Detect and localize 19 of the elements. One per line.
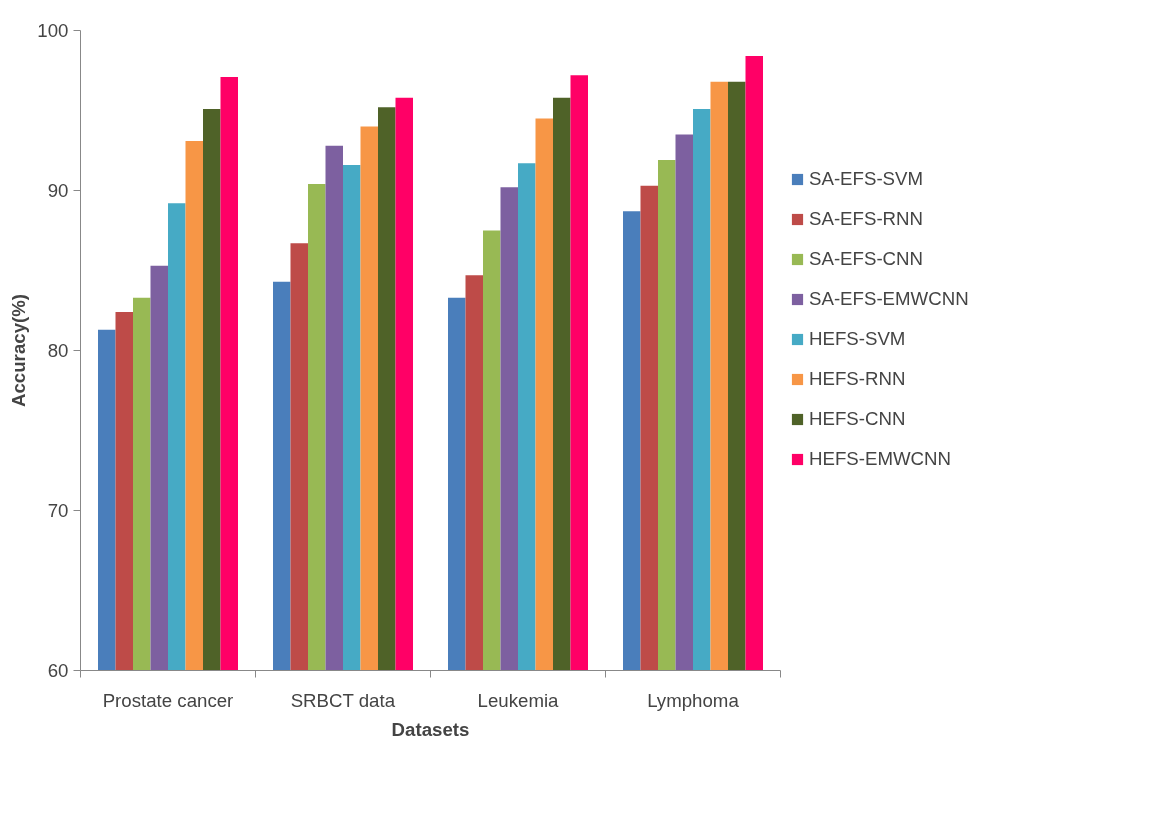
y-axis-title: Accuracy(%) xyxy=(8,293,30,408)
y-tick-label: 60 xyxy=(47,660,69,681)
legend-label: HEFS-SVM xyxy=(809,328,906,350)
x-axis-title: Datasets xyxy=(391,718,470,740)
x-tick-label: Prostate cancer xyxy=(102,689,234,711)
y-tick-label: 90 xyxy=(47,180,69,201)
legend-label: SA-EFS-SVM xyxy=(809,168,924,190)
y-tick-label: 100 xyxy=(37,20,69,41)
legend-label: HEFS-CNN xyxy=(809,408,906,430)
y-tick-label: 70 xyxy=(47,500,69,521)
legend-label: SA-EFS-RNN xyxy=(809,208,924,230)
legend-label: SA-EFS-EMWCNN xyxy=(809,288,969,310)
x-tick-label: Leukemia xyxy=(477,689,560,711)
x-tick-label: SRBCT data xyxy=(290,689,396,711)
legend-label: SA-EFS-CNN xyxy=(809,248,924,270)
legend-label: HEFS-RNN xyxy=(809,368,906,390)
x-tick-label: Lymphoma xyxy=(647,689,740,711)
legend-label: HEFS-EMWCNN xyxy=(809,448,951,470)
y-tick-label: 80 xyxy=(47,340,69,361)
